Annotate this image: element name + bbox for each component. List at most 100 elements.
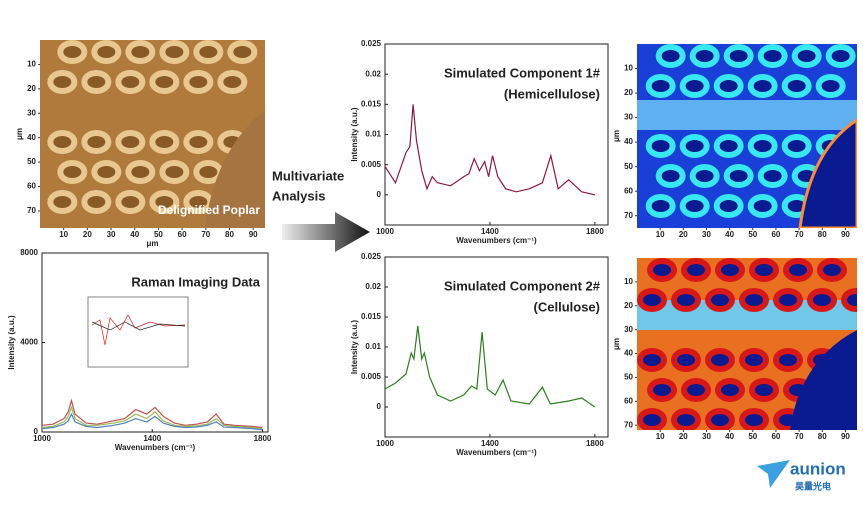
inset bbox=[87, 296, 189, 368]
y-tick-label: 0.02 bbox=[365, 69, 381, 78]
y-tick-label: 0.015 bbox=[361, 312, 382, 321]
cell-lumen bbox=[753, 140, 772, 152]
x-tick-label: 1400 bbox=[481, 227, 499, 236]
x-tick-label: 60 bbox=[178, 230, 187, 239]
y-tick-label: 10 bbox=[27, 60, 36, 69]
image-label: Delignified Poplar bbox=[158, 203, 260, 217]
cell-lumen bbox=[787, 200, 806, 212]
cell-lumen bbox=[685, 80, 704, 92]
y-tick-label: 50 bbox=[27, 157, 36, 166]
x-tick-label: 1000 bbox=[33, 434, 51, 443]
heatmap-2 bbox=[637, 258, 857, 430]
cell-lumen bbox=[831, 50, 850, 62]
x-tick-label: 1800 bbox=[586, 439, 604, 448]
y-tick-label: 0.02 bbox=[365, 282, 381, 291]
cell-lumen bbox=[685, 200, 704, 212]
cell-lumen bbox=[789, 264, 807, 276]
y-tick-label: 40 bbox=[624, 137, 633, 146]
x-tick-label: 50 bbox=[748, 432, 757, 441]
y-tick-label: 50 bbox=[624, 162, 633, 171]
y-axis-label: Intensity (a.u.) bbox=[350, 107, 359, 162]
x-tick-label: 30 bbox=[107, 230, 116, 239]
series-line bbox=[384, 104, 596, 196]
cell-lumen bbox=[155, 196, 174, 208]
y-tick-label: 60 bbox=[624, 186, 633, 195]
cell-lumen bbox=[779, 294, 797, 306]
y-tick-label: 0.01 bbox=[365, 342, 381, 351]
cell-lumen bbox=[165, 46, 184, 58]
cell-lumen bbox=[97, 46, 116, 58]
cell-lumen bbox=[121, 196, 140, 208]
chart-title: Raman Imaging Data bbox=[131, 274, 260, 289]
y-tick-label: 70 bbox=[624, 211, 633, 220]
cell-lumen bbox=[189, 196, 208, 208]
cell-lumen bbox=[685, 140, 704, 152]
series-line bbox=[384, 325, 596, 408]
x-tick-label: 40 bbox=[130, 230, 139, 239]
x-tick-label: 20 bbox=[83, 230, 92, 239]
cell-lumen bbox=[199, 46, 218, 58]
x-tick-label: 10 bbox=[656, 230, 665, 239]
cell-lumen bbox=[711, 414, 729, 426]
watermark: aunion bbox=[790, 459, 846, 478]
y-tick-label: 0.025 bbox=[361, 39, 382, 48]
cell-lumen bbox=[787, 80, 806, 92]
cell-lumen bbox=[755, 264, 773, 276]
cell-lumen bbox=[779, 354, 797, 366]
heatmap-1 bbox=[637, 44, 857, 228]
x-tick-label: 70 bbox=[201, 230, 210, 239]
chart-title: Simulated Component 1# bbox=[444, 65, 601, 80]
x-tick-label: 80 bbox=[818, 432, 827, 441]
x-axis-label: Wavenumbers (cm⁻¹) bbox=[456, 236, 537, 245]
chart-title: Simulated Component 2# bbox=[444, 278, 601, 293]
watermark-sub: 昊量光电 bbox=[795, 480, 831, 491]
cell-lumen bbox=[651, 80, 670, 92]
cell-lumen bbox=[677, 294, 695, 306]
cell-lumen bbox=[643, 354, 661, 366]
cell-lumen bbox=[711, 354, 729, 366]
cell-lumen bbox=[87, 76, 106, 88]
cell-lumen bbox=[189, 136, 208, 148]
y-tick-label: 60 bbox=[27, 182, 36, 191]
x-tick-label: 60 bbox=[771, 432, 780, 441]
cell-lumen bbox=[53, 196, 72, 208]
cell-lumen bbox=[787, 140, 806, 152]
cell-lumen bbox=[745, 414, 763, 426]
x-tick-label: 1800 bbox=[586, 227, 604, 236]
x-tick-label: 1800 bbox=[254, 434, 272, 443]
series-line bbox=[41, 398, 263, 429]
cell-lumen bbox=[189, 76, 208, 88]
cell-lumen bbox=[643, 294, 661, 306]
y-tick-label: 20 bbox=[624, 88, 633, 97]
cell-lumen bbox=[711, 294, 729, 306]
cell-lumen bbox=[155, 136, 174, 148]
cell-lumen bbox=[695, 170, 714, 182]
cell-lumen bbox=[813, 294, 831, 306]
y-tick-label: 0 bbox=[34, 427, 39, 436]
x-tick-label: 1000 bbox=[376, 439, 394, 448]
cell-lumen bbox=[753, 80, 772, 92]
cell-lumen bbox=[223, 76, 242, 88]
cell-lumen bbox=[821, 80, 840, 92]
y-tick-label: 4000 bbox=[20, 338, 38, 347]
y-tick-label: 10 bbox=[624, 277, 633, 286]
y-axis-label: μm bbox=[15, 128, 24, 140]
y-tick-label: 40 bbox=[27, 133, 36, 142]
x-tick-label: 40 bbox=[725, 230, 734, 239]
cell-lumen bbox=[131, 46, 150, 58]
x-tick-label: 10 bbox=[656, 432, 665, 441]
cell-lumen bbox=[53, 136, 72, 148]
cell-lumen bbox=[53, 76, 72, 88]
cell-lumen bbox=[745, 354, 763, 366]
y-axis-label: μm bbox=[612, 338, 621, 350]
cell-lumen bbox=[199, 166, 218, 178]
cell-lumen bbox=[233, 46, 252, 58]
y-tick-label: 20 bbox=[624, 301, 633, 310]
y-tick-label: 8000 bbox=[20, 248, 38, 257]
cell-lumen bbox=[677, 414, 695, 426]
y-tick-label: 70 bbox=[624, 420, 633, 429]
chart-subtitle: (Hemicellulose) bbox=[504, 86, 600, 101]
cell-lumen bbox=[755, 384, 773, 396]
cell-lumen bbox=[797, 50, 816, 62]
